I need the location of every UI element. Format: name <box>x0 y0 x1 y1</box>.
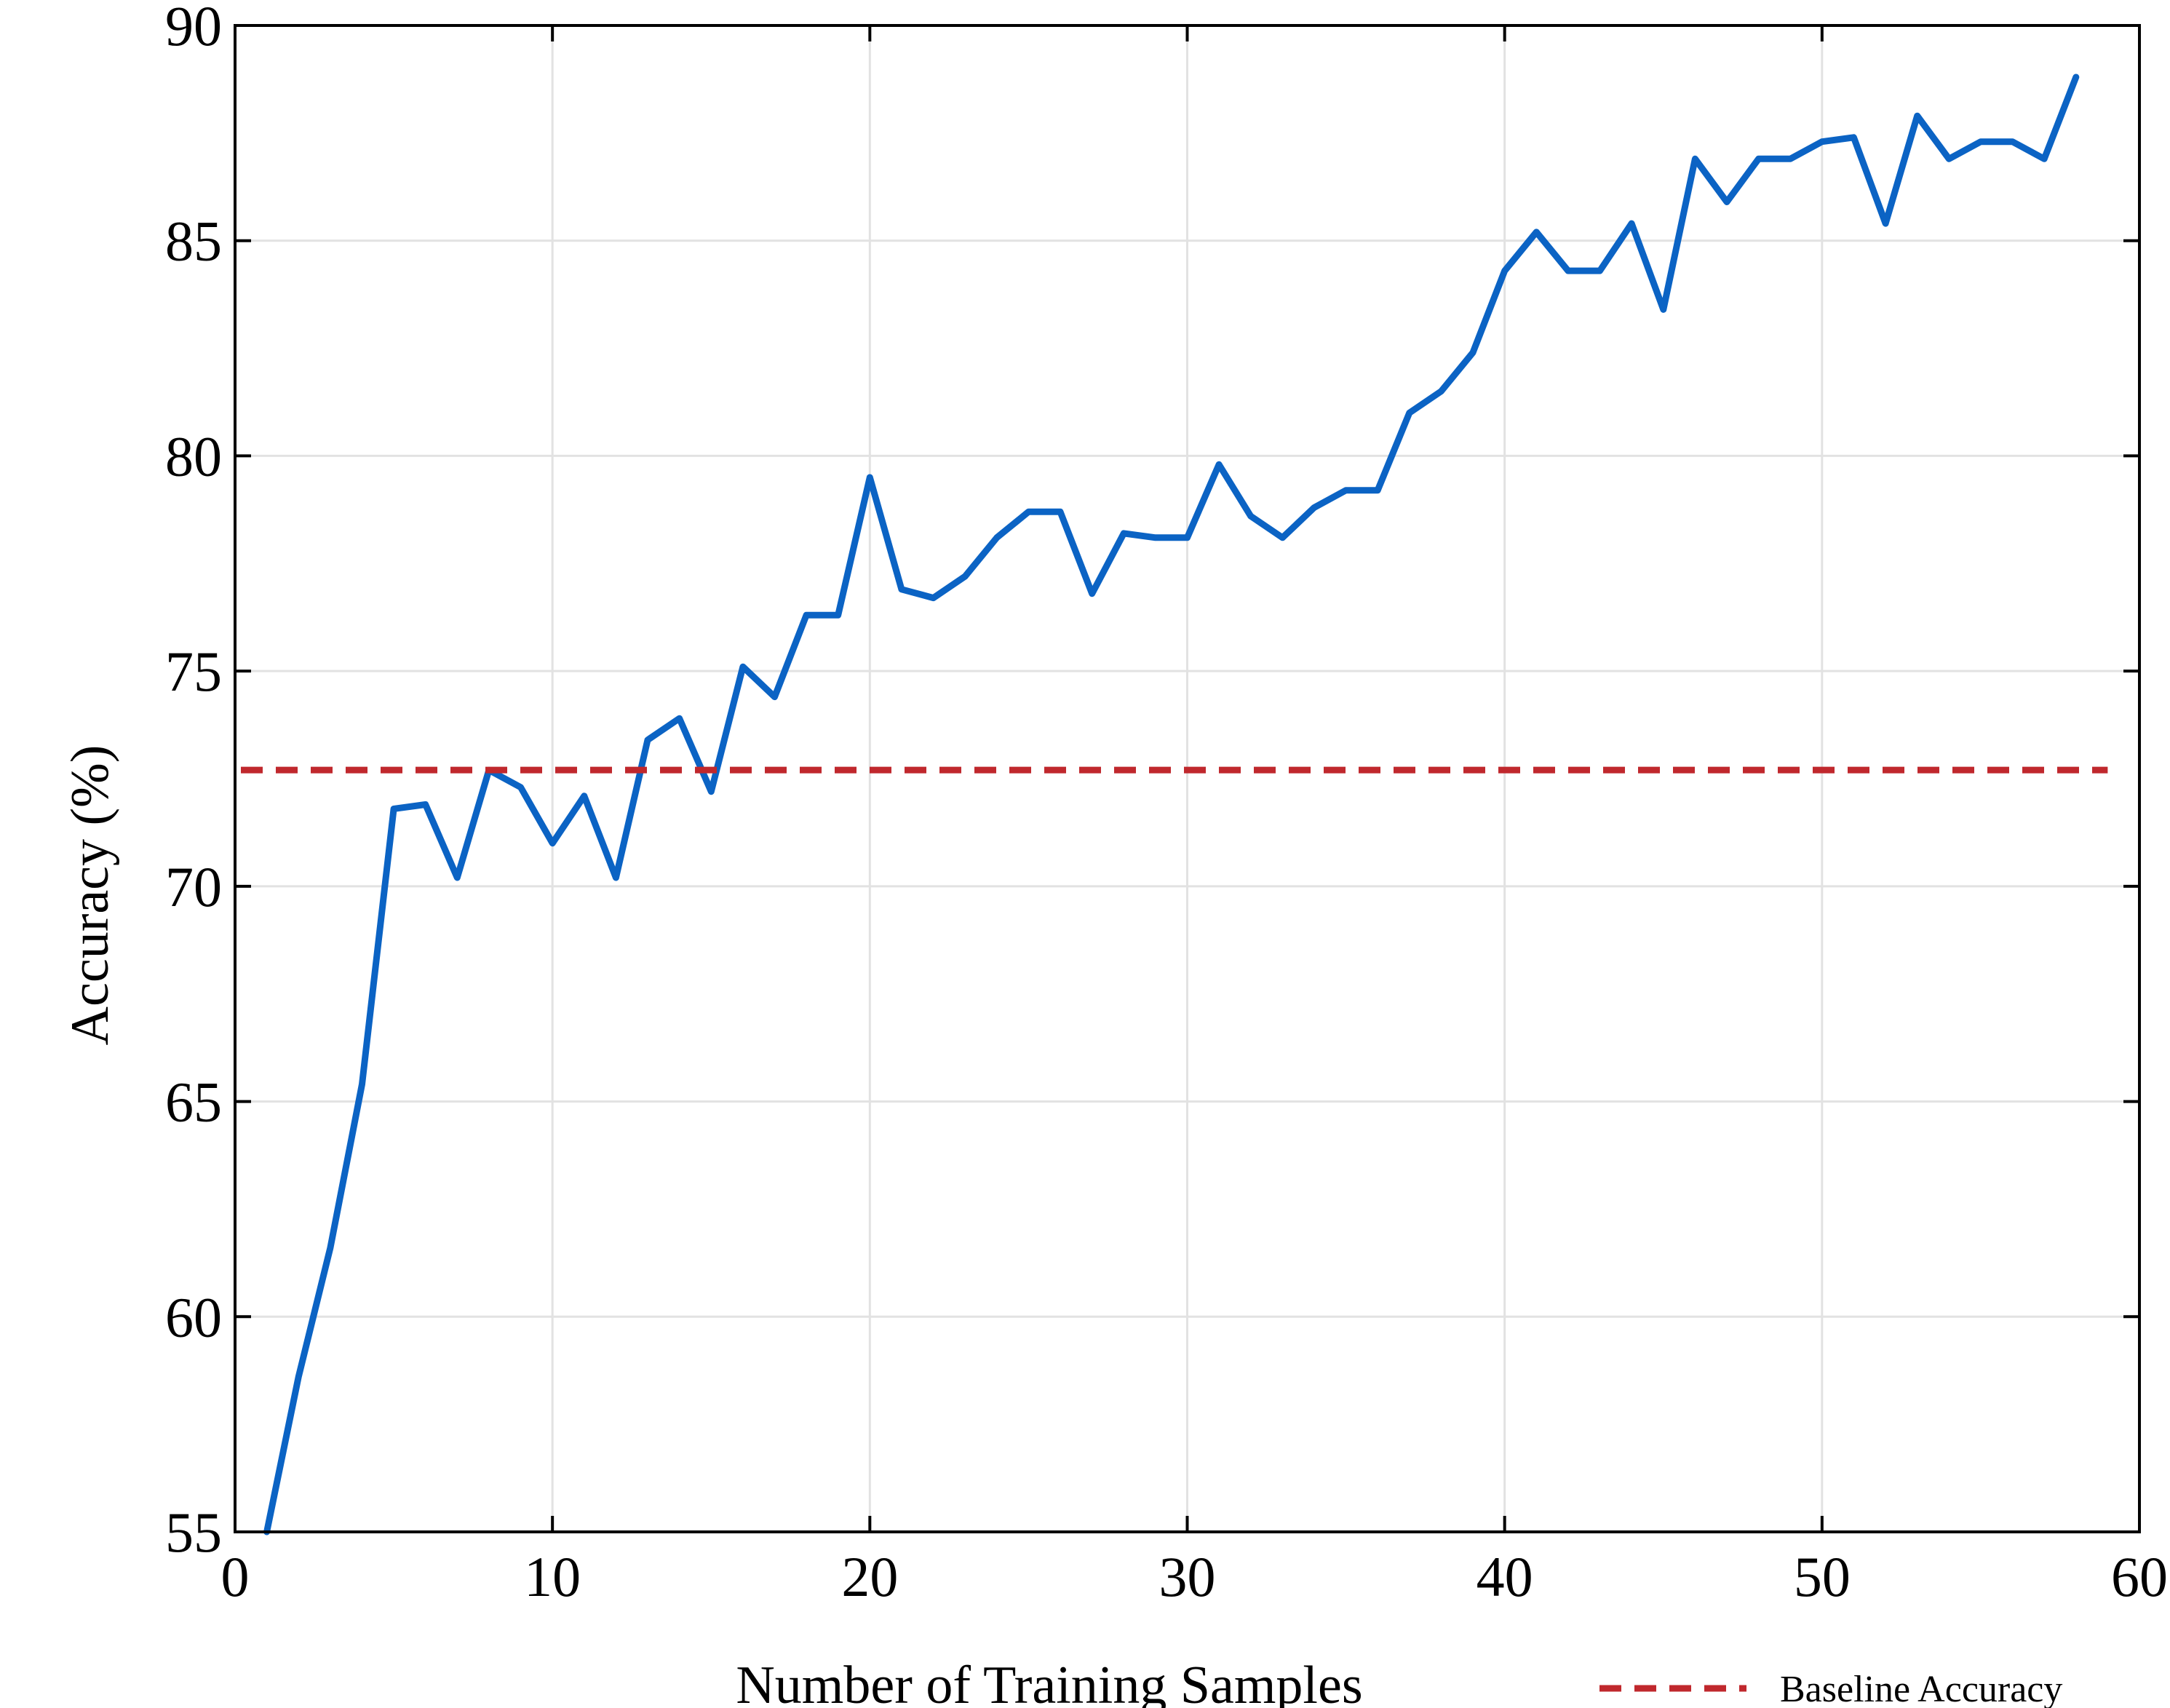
y-tick-label: 55 <box>165 1501 222 1564</box>
legend-baseline-label: Baseline Accuracy <box>1780 1669 2062 1708</box>
accuracy-line <box>263 74 2080 1536</box>
y-axis-title: Accuracy (%) <box>60 745 120 1046</box>
plot-series <box>241 74 2108 1536</box>
y-tick-label: 80 <box>165 424 222 488</box>
y-tick-label: 65 <box>165 1071 222 1134</box>
y-tick-label: 90 <box>165 0 222 57</box>
x-tick-label: 10 <box>524 1545 581 1608</box>
tick-labels: 0 10 20 30 40 50 60 55 60 65 70 75 80 85 90 <box>165 0 2168 1608</box>
grid <box>235 25 2139 1532</box>
x-tick-label: 20 <box>841 1545 898 1608</box>
y-tick-label: 85 <box>165 210 222 273</box>
y-tick-label: 60 <box>165 1285 222 1348</box>
legend: Baseline Accuracy <box>1599 1669 2062 1708</box>
x-axis-title: Number of Training Samples <box>736 1656 1362 1708</box>
y-tick-label: 75 <box>165 640 222 703</box>
x-tick-label: 40 <box>1477 1545 1533 1608</box>
x-tick-label: 0 <box>221 1545 250 1608</box>
x-tick-label: 30 <box>1159 1545 1216 1608</box>
plot-frame <box>234 24 2141 1533</box>
x-tick-label: 60 <box>2111 1545 2168 1608</box>
x-tick-label: 50 <box>1794 1545 1851 1608</box>
y-tick-label: 70 <box>165 855 222 918</box>
